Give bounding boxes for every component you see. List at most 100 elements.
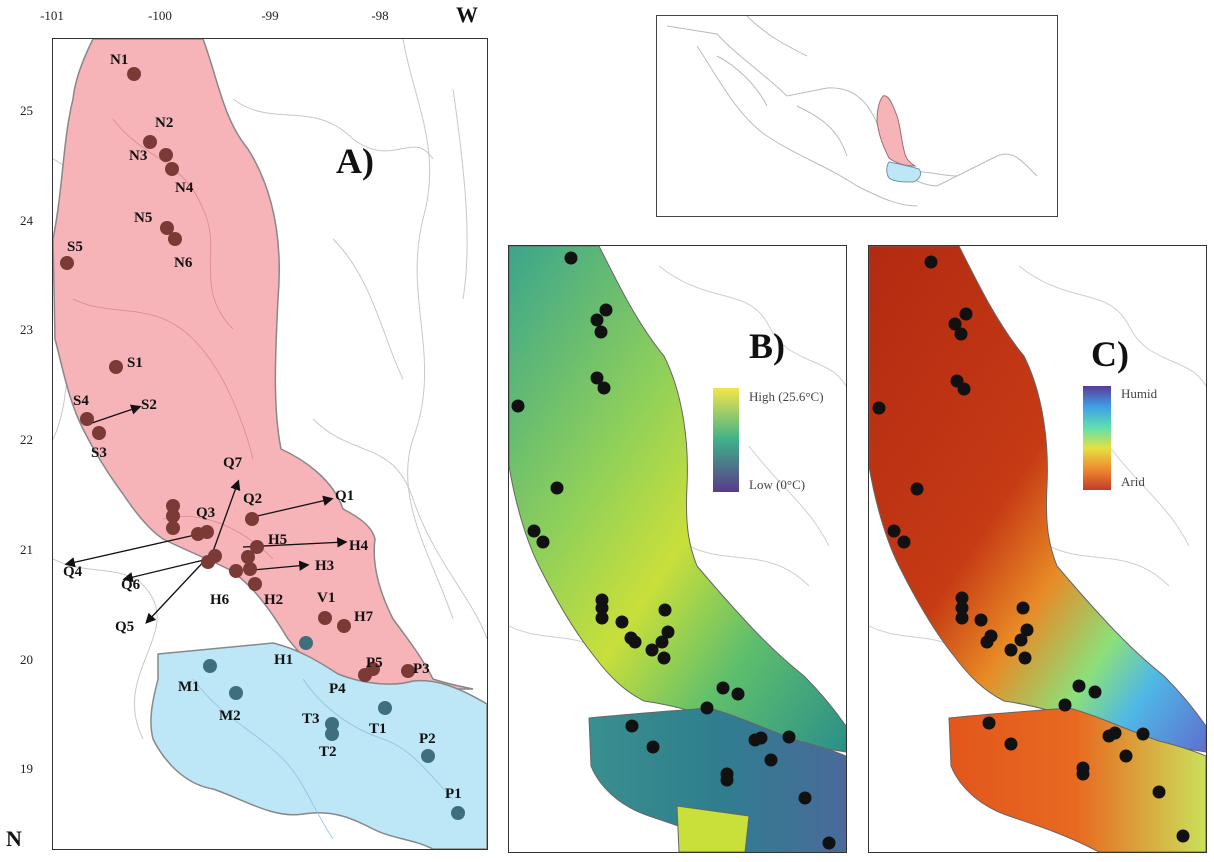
b-legend-ramp — [713, 388, 739, 492]
site-marker-m2 — [203, 659, 217, 673]
site-marker-q3b — [200, 525, 214, 539]
b-site-marker — [798, 791, 812, 805]
site-label: P1 — [445, 786, 462, 802]
c-legend-high: Humid — [1121, 386, 1158, 401]
west-label: W — [456, 2, 478, 27]
site-label: H6 — [210, 592, 230, 608]
b-site-markers — [511, 251, 836, 850]
site-label: Q7 — [223, 455, 243, 471]
x-tick: -100 — [148, 8, 172, 23]
b-site-marker — [822, 836, 836, 850]
site-label: S2 — [141, 397, 157, 413]
b-site-marker — [536, 535, 550, 549]
site-label: P5 — [366, 655, 383, 671]
b-site-marker — [658, 603, 672, 617]
site-marker-p3 — [401, 664, 415, 678]
c-site-marker — [1088, 685, 1102, 699]
site-marker-s3 — [92, 426, 106, 440]
site-marker-n3 — [159, 148, 173, 162]
panel-b-title: B) — [749, 326, 785, 366]
site-marker-q7b — [166, 509, 180, 523]
site-marker-p4 — [358, 668, 372, 682]
y-tick: 22 — [20, 432, 33, 447]
site-marker-s1 — [109, 360, 123, 374]
panel-b-map: B) High (25.6°C) Low (0°C) — [508, 245, 847, 853]
site-marker-s4 — [80, 412, 94, 426]
site-marker-n4 — [165, 162, 179, 176]
site-label: Q4 — [63, 564, 83, 580]
c-site-marker — [1014, 633, 1028, 647]
inset-south-region — [886, 161, 922, 183]
site-label: S3 — [91, 445, 107, 461]
y-tick: 23 — [20, 322, 33, 337]
b-site-marker — [720, 773, 734, 787]
b-legend-high: High (25.6°C) — [749, 389, 824, 404]
site-label: S5 — [67, 239, 83, 255]
c-north-region — [869, 246, 1206, 753]
c-legend-low: Arid — [1121, 474, 1145, 489]
site-label: T2 — [319, 744, 337, 760]
site-labels: N1 N2 N3 N4 N5 N6 S1 S2 S3 S4 S5 Q1 Q2 Q… — [63, 52, 462, 802]
site-label: T3 — [302, 711, 320, 727]
b-site-marker — [595, 601, 609, 615]
c-site-marker — [1004, 643, 1018, 657]
site-label: S1 — [127, 355, 143, 371]
b-site-marker — [590, 313, 604, 327]
c-site-marker — [1004, 737, 1018, 751]
site-label: Q6 — [121, 577, 141, 593]
b-site-marker — [731, 687, 745, 701]
c-site-marker — [924, 255, 938, 269]
c-site-marker — [1076, 767, 1090, 781]
site-marker-n1 — [127, 67, 141, 81]
c-site-markers — [872, 255, 1190, 843]
c-site-marker — [1020, 623, 1034, 637]
b-legend: High (25.6°C) Low (0°C) — [713, 388, 824, 492]
site-label: Q1 — [335, 488, 354, 504]
b-legend-low: Low (0°C) — [749, 477, 805, 492]
c-legend: Humid Arid — [1083, 386, 1158, 490]
site-marker-m1 — [229, 686, 243, 700]
site-marker-q2 — [245, 512, 259, 526]
b-site-marker — [716, 681, 730, 695]
north-label: N — [6, 826, 22, 851]
site-marker-t2 — [325, 727, 339, 741]
b-site-marker — [646, 740, 660, 754]
site-marker-s5 — [60, 256, 74, 270]
c-site-marker — [1136, 727, 1150, 741]
b-site-marker — [594, 325, 608, 339]
c-site-marker — [897, 535, 911, 549]
c-site-marker — [887, 524, 901, 538]
site-label: H4 — [349, 538, 369, 554]
c-site-marker — [948, 317, 962, 331]
site-marker-h2 — [248, 577, 262, 591]
site-label: N3 — [129, 148, 147, 164]
b-site-marker — [511, 399, 525, 413]
site-label: H2 — [264, 592, 283, 608]
site-label: N4 — [175, 180, 194, 196]
inset-map — [656, 15, 1058, 217]
b-site-marker — [564, 251, 578, 265]
site-marker-v1 — [318, 611, 332, 625]
b-north-region — [509, 246, 846, 753]
b-site-marker — [597, 381, 611, 395]
site-label: M1 — [178, 679, 200, 695]
site-marker-p1 — [451, 806, 465, 820]
b-bottom-wedge — [676, 805, 750, 852]
site-marker-q5 — [208, 549, 222, 563]
b-site-marker — [661, 625, 675, 639]
north-region — [53, 39, 474, 690]
c-site-marker — [959, 307, 973, 321]
b-site-marker — [527, 524, 541, 538]
c-site-marker — [1058, 698, 1072, 712]
site-label: N5 — [134, 210, 152, 226]
inset-svg — [666, 16, 1038, 207]
b-site-marker — [550, 481, 564, 495]
x-tick: -98 — [371, 8, 389, 23]
panel-c-map: C) Humid Arid — [868, 245, 1207, 853]
site-label: P4 — [329, 681, 346, 697]
site-label: S4 — [73, 393, 89, 409]
b-site-marker — [754, 731, 768, 745]
y-tick: 20 — [20, 652, 33, 667]
b-site-marker — [657, 651, 671, 665]
north-site-markers — [60, 67, 415, 682]
